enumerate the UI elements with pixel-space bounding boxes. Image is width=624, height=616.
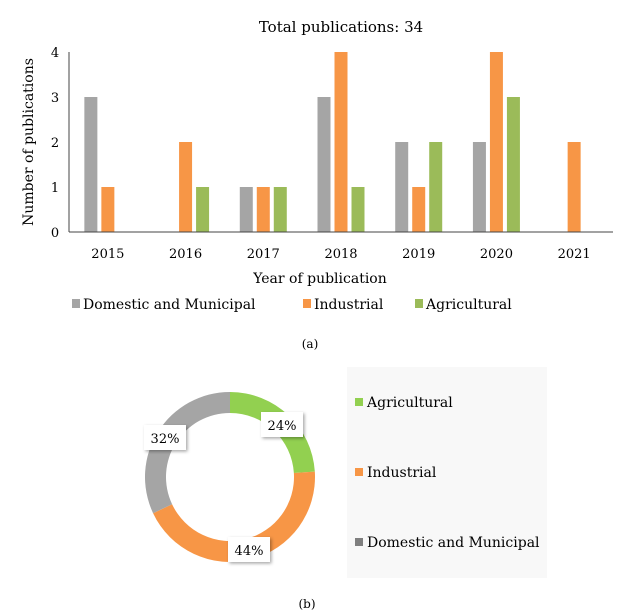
x-tick-label: 2015 (91, 247, 124, 262)
bar-2019-industrial (412, 187, 426, 232)
data-label: 32% (151, 432, 180, 447)
bar-2020-industrial (489, 52, 503, 232)
data-label-box (261, 412, 303, 437)
bar-chart-legend: Domestic and Municipal Industrial Agricult… (72, 297, 512, 313)
y-tick-label: 0 (51, 226, 59, 241)
legend-label: Domestic and Municipal (83, 297, 256, 313)
caption-a: (a) (302, 337, 319, 351)
y-tick-label: 4 (51, 46, 59, 61)
y-tick-label: 3 (51, 91, 59, 106)
y-axis-label: Number of publications (21, 58, 37, 226)
legend-label: Industrial (314, 297, 384, 313)
x-tick-label: 2020 (480, 247, 513, 262)
bar-2018-agricultural (351, 187, 365, 232)
bar-2018-industrial (334, 52, 348, 232)
bar-2021-industrial (567, 142, 581, 232)
bar-chart-plot (84, 52, 581, 232)
bar-2015-domestic-and-municipal (84, 97, 98, 232)
bar-2020-domestic-and-municipal (472, 142, 486, 232)
legend-swatch (355, 398, 363, 406)
bar-2016-industrial (179, 142, 193, 232)
legend-swatch (415, 299, 423, 308)
bar-2018-domestic-and-municipal (317, 97, 331, 232)
data-label-box (228, 537, 270, 562)
bar-2015-industrial (101, 187, 115, 232)
x-tick-label: 2021 (558, 247, 591, 262)
x-tick-label: 2019 (402, 247, 435, 262)
legend-swatch (72, 299, 80, 308)
bar-chart-title: Total publications: 34 (259, 18, 423, 36)
bar-2019-agricultural (429, 142, 443, 232)
donut-chart: 24% 44% 32% (144, 392, 315, 562)
legend-label: Agricultural (366, 395, 453, 411)
donut-slice-domestic-and-municipal (145, 392, 230, 514)
legend-swatch (303, 299, 311, 308)
caption-b: (b) (298, 597, 315, 611)
donut-slice-agricultural (230, 392, 315, 473)
y-tick-label: 1 (51, 181, 59, 196)
bar-2017-domestic-and-municipal (239, 187, 253, 232)
legend-label: Industrial (367, 465, 437, 481)
x-tick-label: 2017 (247, 247, 280, 262)
legend-swatch (355, 538, 363, 546)
donut-chart-legend: Agricultural Industrial Domestic and Munic… (355, 395, 540, 551)
y-tick-label: 2 (51, 136, 59, 151)
donut-legend-box (347, 367, 547, 578)
bar-2017-industrial (256, 187, 270, 232)
x-axis-label: Year of publication (252, 271, 387, 287)
legend-label: Agricultural (425, 297, 512, 313)
data-label: 44% (235, 544, 264, 559)
x-tick-label: 2018 (324, 247, 357, 262)
bar-2017-agricultural (273, 187, 287, 232)
bar-2019-domestic-and-municipal (395, 142, 409, 232)
legend-swatch (355, 468, 363, 476)
donut-slice-industrial (153, 471, 315, 562)
data-label: 24% (268, 419, 297, 434)
x-tick-label: 2016 (169, 247, 202, 262)
bar-2020-agricultural (506, 97, 520, 232)
legend-label: Domestic and Municipal (367, 535, 540, 551)
data-label-box (144, 425, 186, 450)
bar-2016-agricultural (196, 187, 210, 232)
